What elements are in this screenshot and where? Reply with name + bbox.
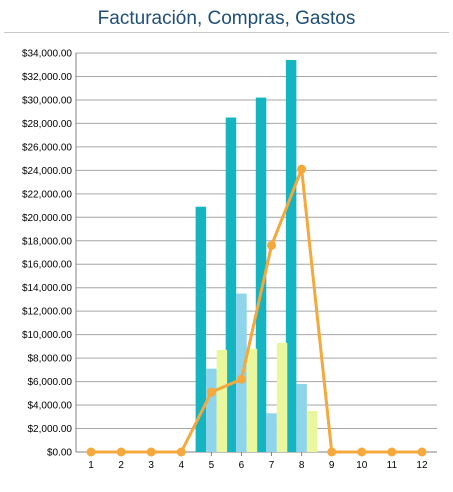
x-tick-label: 12	[416, 460, 428, 471]
x-tick-label: 8	[299, 460, 305, 471]
x-tick-label: 10	[356, 460, 368, 471]
x-tick-label: 1	[88, 460, 94, 471]
y-tick-label: $10,000.00	[22, 330, 72, 341]
line-point	[146, 447, 156, 457]
line-point	[357, 447, 367, 457]
y-tick-label: $28,000.00	[22, 119, 72, 130]
line-point	[206, 387, 216, 397]
line-point	[417, 447, 427, 457]
line-point	[116, 447, 126, 457]
y-tick-label: $8,000.00	[28, 354, 73, 365]
x-tick-label: 4	[179, 460, 185, 471]
line-point	[267, 240, 277, 250]
bar-series-3	[216, 349, 228, 452]
bar-series-1	[195, 206, 207, 452]
bar-series-1	[225, 117, 237, 452]
y-tick-label: $6,000.00	[28, 377, 73, 388]
x-tick-label: 9	[329, 460, 335, 471]
bar-series-1	[255, 97, 267, 452]
bar-series-2	[206, 368, 217, 452]
x-tick-label: 7	[269, 460, 275, 471]
chart-title: Facturación, Compras, Gastos	[97, 8, 356, 29]
line-point	[327, 447, 337, 457]
line-series	[91, 167, 422, 454]
y-tick-label: $16,000.00	[22, 260, 72, 271]
line-point	[176, 447, 186, 457]
line-point	[86, 447, 96, 457]
bar-series-2	[266, 413, 277, 452]
bar-series-1	[285, 60, 297, 453]
y-tick-label: $30,000.00	[22, 95, 72, 106]
y-tick-label: $34,000.00	[22, 49, 72, 60]
bar-series-3	[306, 410, 318, 452]
y-tick-label: $22,000.00	[22, 189, 72, 200]
x-tick-label: 6	[239, 460, 245, 471]
y-tick-label: $4,000.00	[28, 401, 73, 412]
line-point	[387, 447, 397, 457]
title-divider	[4, 32, 449, 33]
line-point	[236, 374, 246, 384]
x-tick-label: 3	[148, 460, 154, 471]
x-tick-label: 11	[387, 460, 398, 471]
bar-series-3	[246, 348, 258, 452]
y-tick-label: $14,000.00	[22, 283, 72, 294]
x-tick-label: 2	[118, 460, 124, 471]
y-tick-label: $26,000.00	[22, 142, 72, 153]
y-tick-label: $12,000.00	[22, 307, 72, 318]
y-tick-label: $0.00	[47, 448, 72, 459]
x-tick-label: 5	[209, 460, 215, 471]
y-tick-label: $24,000.00	[22, 166, 72, 177]
y-tick-label: $2,000.00	[28, 424, 73, 435]
bar-series-2	[296, 383, 307, 452]
y-tick-label: $20,000.00	[22, 213, 72, 224]
y-tick-label: $32,000.00	[22, 72, 72, 83]
line-point	[297, 164, 307, 174]
bar-series-3	[276, 342, 288, 452]
y-tick-label: $18,000.00	[22, 236, 72, 247]
